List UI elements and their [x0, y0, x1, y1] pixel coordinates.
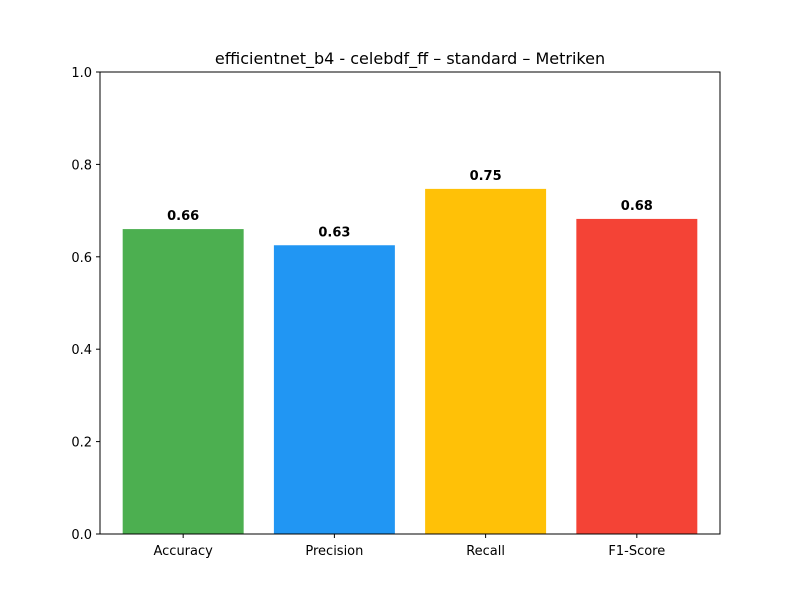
- plot-frame: [99, 71, 721, 535]
- chart-title: efficientnet_b4 - celebdf_ff – standard …: [215, 49, 605, 69]
- data-label: 0.63: [318, 225, 350, 240]
- x-tick-label: F1-Score: [608, 544, 665, 559]
- x-tick-label: Recall: [466, 544, 505, 559]
- data-label: 0.68: [621, 199, 653, 214]
- y-tick-label: 0.0: [71, 528, 92, 543]
- y-tick-label: 0.6: [71, 251, 92, 266]
- data-label: 0.75: [470, 169, 502, 184]
- bar-f1-score: [576, 218, 698, 534]
- y-tick-label: 0.4: [71, 343, 92, 358]
- y-tick-label: 1.0: [71, 66, 92, 81]
- data-label: 0.66: [167, 209, 199, 224]
- data-labels-layer: 0.66 0.63 0.75 0.68: [167, 169, 653, 240]
- x-tick-label: Accuracy: [153, 544, 213, 559]
- y-tick-label: 0.2: [71, 436, 92, 451]
- axes-layer: Accuracy Precision Recall F1-Score 0.0 0.2 0.4…: [71, 66, 721, 559]
- bar-recall: [425, 188, 547, 535]
- bar-precision: [273, 245, 395, 534]
- bars-layer: [122, 188, 698, 535]
- x-tick-label: Precision: [305, 544, 363, 559]
- bar-accuracy: [122, 229, 244, 534]
- y-tick-label: 0.8: [71, 158, 92, 173]
